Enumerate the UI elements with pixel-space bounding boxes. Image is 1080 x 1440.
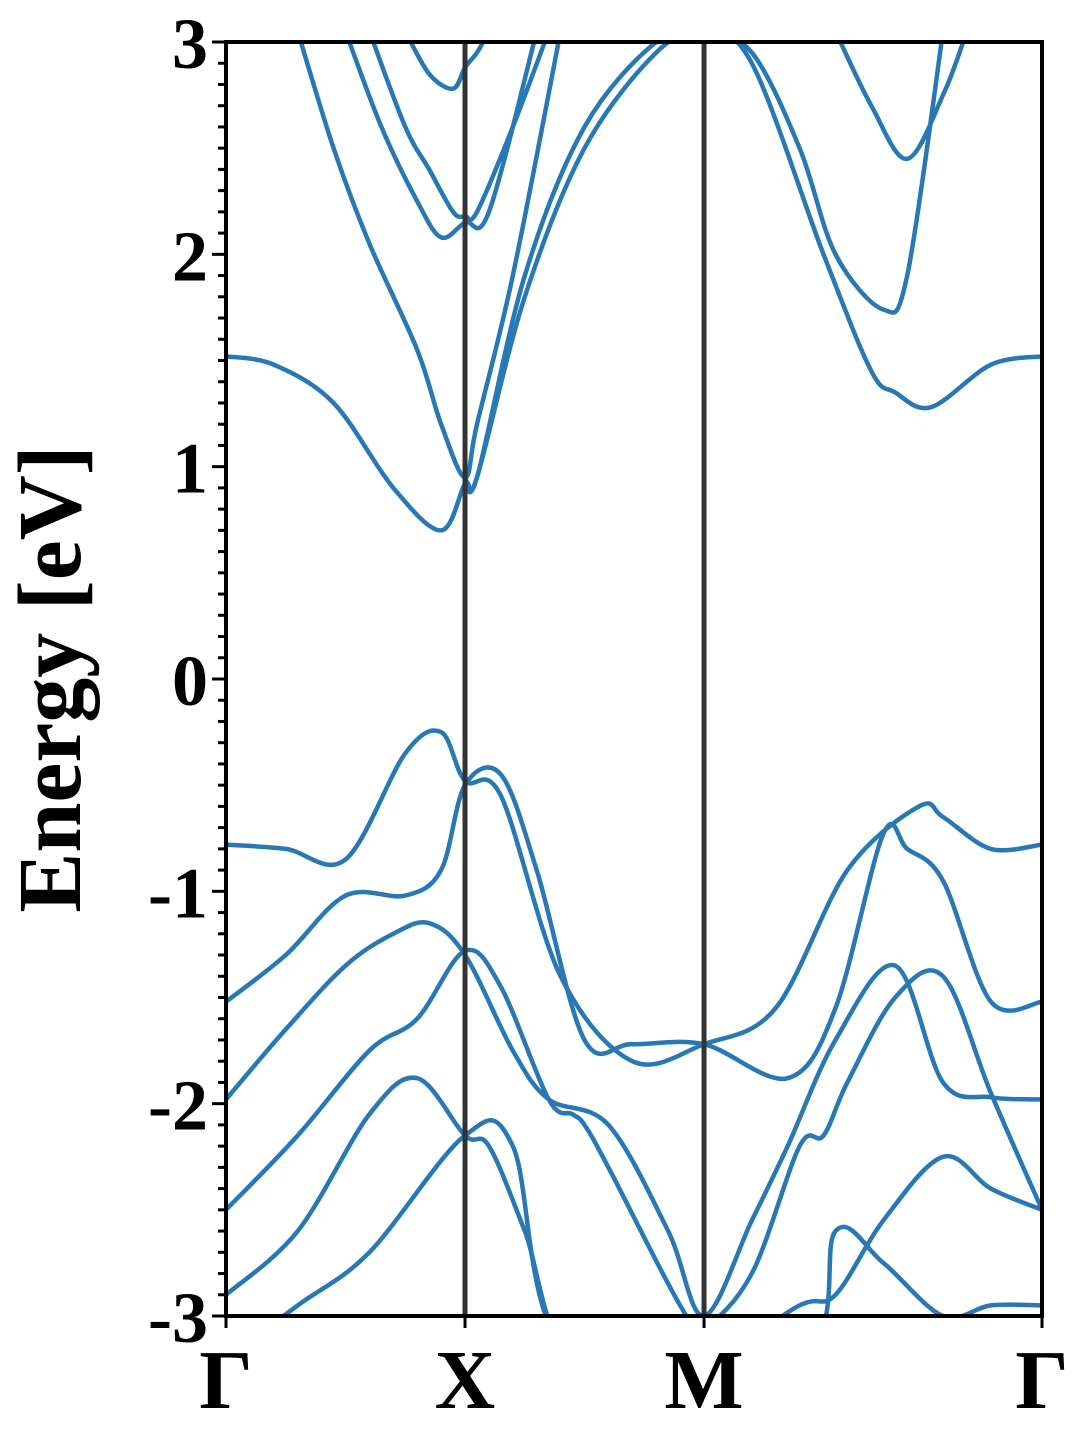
band-line-13 [837,42,966,162]
band-line-1 [226,728,1042,1067]
band-line-8 [462,42,944,495]
y-tick-label: 1 [172,429,208,509]
band-line-10 [347,42,537,241]
high-symmetry-lines [462,42,707,1316]
x-tick-label: X [435,1334,496,1427]
band-line-7 [226,42,1042,533]
band-line-2 [226,765,1042,1082]
x-tick-label: Γ [1015,1334,1068,1427]
band-line-12 [408,42,486,92]
y-tick-label: 3 [172,4,208,84]
band-line-5 [226,1075,1042,1316]
band-line-3 [226,920,1042,1316]
y-tick-label: 0 [172,641,208,721]
y-tick-label: -1 [148,853,208,933]
band-lines [226,42,1042,1316]
plot-frame [224,40,1044,1318]
band-line-11 [370,42,548,222]
y-tick-label: -3 [148,1278,208,1358]
band-line-9 [298,42,561,480]
band-line-6 [279,1118,1042,1316]
y-tick-label: -2 [148,1066,208,1146]
y-tick-label: 2 [172,216,208,296]
band-line-4 [226,947,1042,1316]
y-axis-ticks: -3 -2 -1 0 1 2 3 [148,4,226,1358]
y-axis-label: Energy [eV] [1,445,100,912]
x-tick-label: M [664,1334,743,1427]
x-tick-label: Γ [199,1334,252,1427]
